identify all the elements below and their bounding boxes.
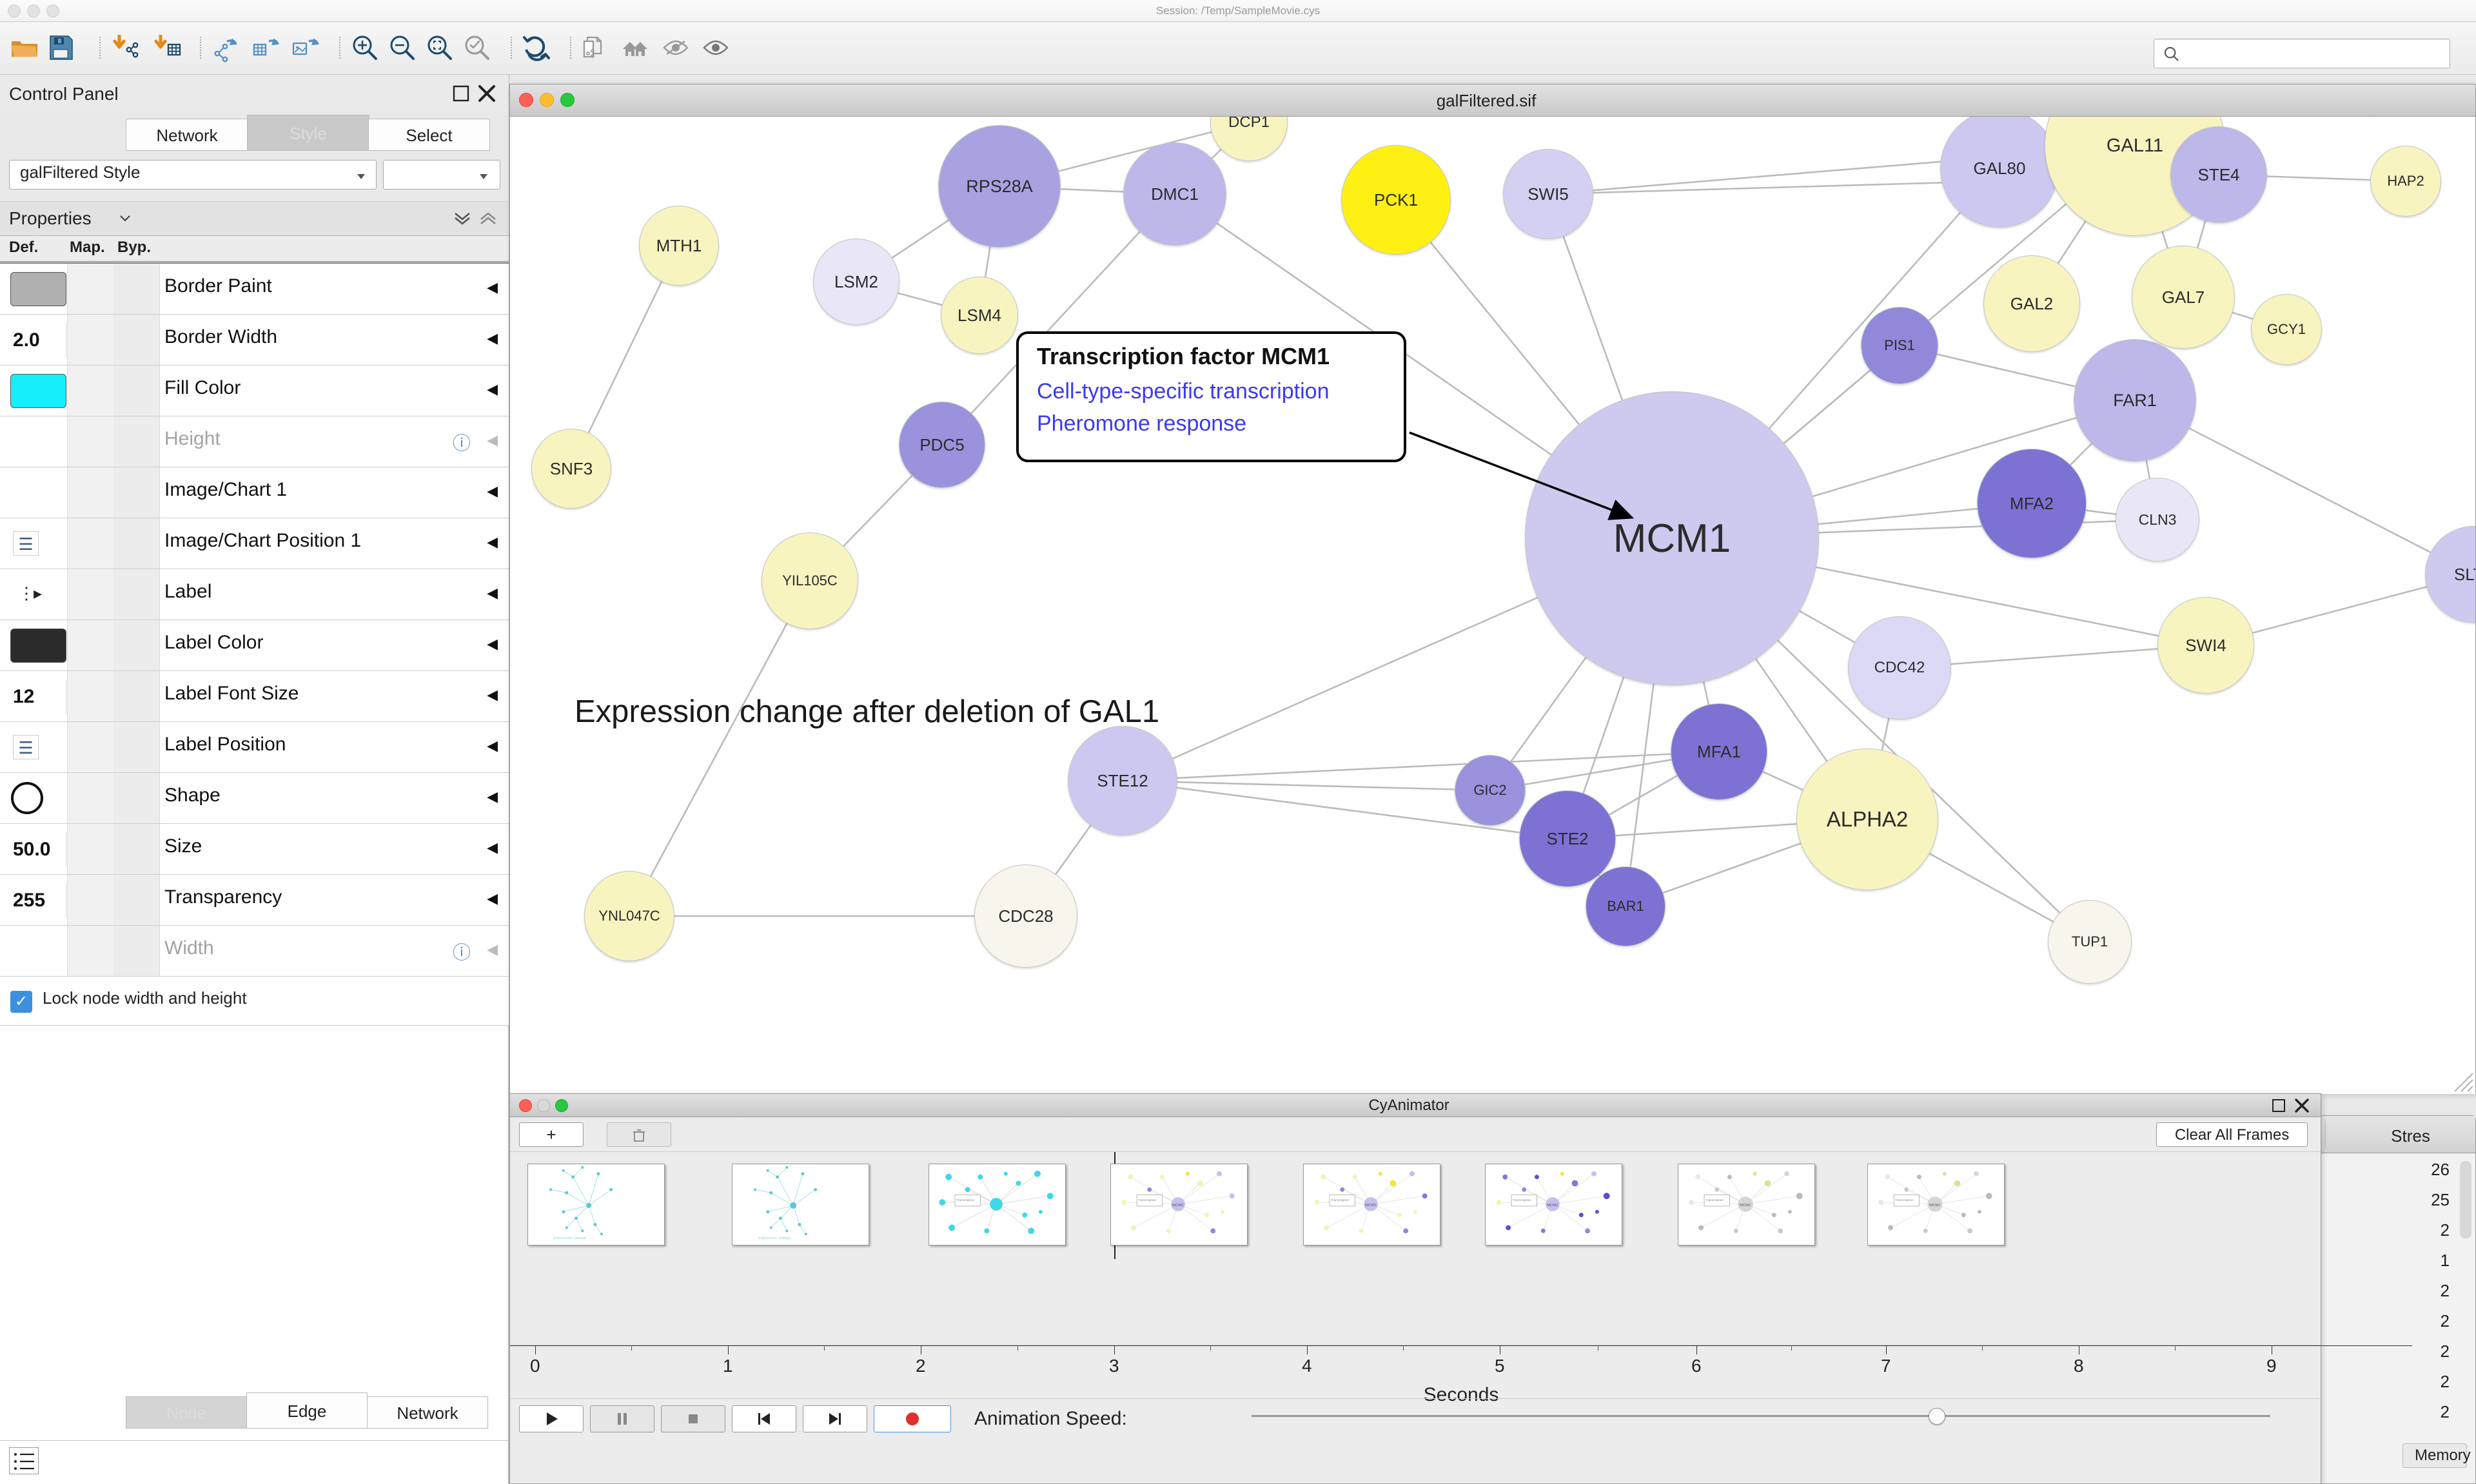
svg-text:MCM1: MCM1	[1740, 1204, 1751, 1207]
svg-text:Transcription: Transcription	[1705, 1198, 1724, 1202]
svg-text:Transcription: Transcription	[1138, 1198, 1156, 1202]
svg-text:MCM1: MCM1	[1365, 1204, 1376, 1207]
svg-text:Transcription: Transcription	[956, 1198, 974, 1202]
svg-text:MCM1: MCM1	[1929, 1204, 1940, 1207]
svg-text:Transcription: Transcription	[1895, 1198, 1913, 1202]
svg-text:Transcription: Transcription	[1331, 1198, 1349, 1202]
svg-text:Expression change: Expression change	[758, 1236, 791, 1240]
svg-text:MCM1: MCM1	[1172, 1204, 1183, 1207]
svg-text:Expression change: Expression change	[554, 1236, 587, 1240]
svg-text:MCM1: MCM1	[1547, 1204, 1558, 1207]
svg-text:Transcription: Transcription	[1513, 1198, 1531, 1202]
